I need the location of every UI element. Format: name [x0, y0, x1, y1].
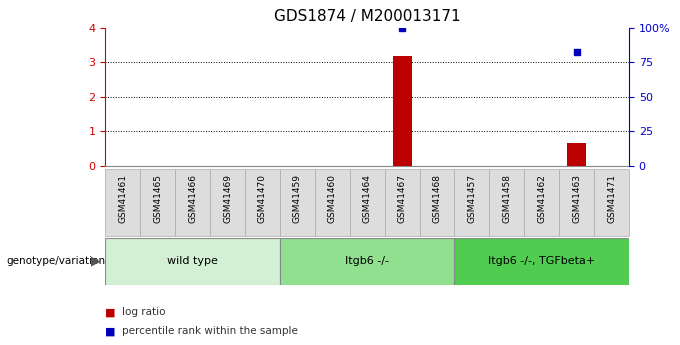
Bar	[140, 169, 175, 236]
Bar	[245, 169, 280, 236]
Bar	[280, 169, 315, 236]
Bar	[420, 169, 454, 236]
Text: GSM41465: GSM41465	[153, 175, 163, 224]
Bar	[559, 169, 594, 236]
Text: GSM41460: GSM41460	[328, 175, 337, 224]
Text: ■: ■	[105, 326, 116, 336]
Text: GSM41461: GSM41461	[118, 175, 127, 224]
Text: GSM41469: GSM41469	[223, 175, 232, 224]
Bar	[490, 169, 524, 236]
Bar	[454, 169, 490, 236]
Text: GSM41470: GSM41470	[258, 175, 267, 224]
Bar	[175, 169, 210, 236]
Text: GSM41468: GSM41468	[432, 175, 441, 224]
Bar	[315, 169, 350, 236]
Bar	[594, 169, 629, 236]
Text: GSM41462: GSM41462	[537, 175, 546, 223]
Bar	[454, 238, 629, 285]
Text: GSM41459: GSM41459	[293, 175, 302, 224]
Text: log ratio: log ratio	[122, 307, 166, 317]
Text: GSM41464: GSM41464	[362, 175, 372, 223]
Bar	[524, 169, 559, 236]
Text: GSM41463: GSM41463	[572, 175, 581, 224]
Bar	[280, 238, 454, 285]
Text: Itgb6 -/-: Itgb6 -/-	[345, 256, 389, 266]
Title: GDS1874 / M200013171: GDS1874 / M200013171	[274, 9, 460, 24]
Bar	[210, 169, 245, 236]
Text: ■: ■	[105, 307, 116, 317]
Bar	[105, 169, 140, 236]
Text: GSM41457: GSM41457	[467, 175, 477, 224]
Text: Itgb6 -/-, TGFbeta+: Itgb6 -/-, TGFbeta+	[488, 256, 596, 266]
Text: wild type: wild type	[167, 256, 218, 266]
Text: percentile rank within the sample: percentile rank within the sample	[122, 326, 299, 336]
Text: GSM41467: GSM41467	[398, 175, 407, 224]
Bar	[567, 143, 586, 166]
Text: genotype/variation: genotype/variation	[7, 256, 106, 266]
Bar	[385, 169, 420, 236]
Text: ▶: ▶	[91, 255, 101, 268]
Text: GSM41471: GSM41471	[607, 175, 616, 224]
Bar	[105, 238, 280, 285]
Text: GSM41458: GSM41458	[503, 175, 511, 224]
Bar	[392, 56, 411, 166]
Text: GSM41466: GSM41466	[188, 175, 197, 224]
Bar	[350, 169, 385, 236]
